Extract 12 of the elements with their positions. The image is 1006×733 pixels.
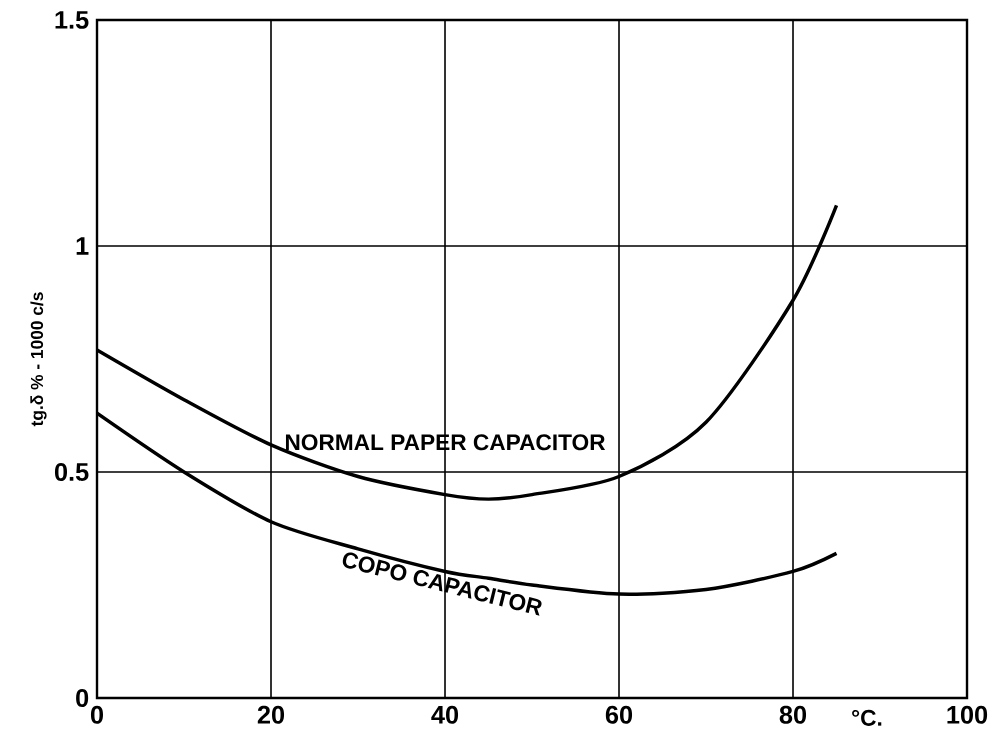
y-tick-label: 0 <box>76 689 89 707</box>
x-axis-title: °C. <box>852 709 882 726</box>
y-tick-label: 0.5 <box>54 463 89 481</box>
x-tick-label: 80 <box>779 705 807 724</box>
x-tick-label: 60 <box>605 705 633 724</box>
y-tick-label: 1.5 <box>55 11 89 29</box>
x-tick-label: 20 <box>257 705 285 724</box>
x-tick-label: 0 <box>90 705 104 724</box>
x-tick-label: 40 <box>431 705 459 724</box>
y-axis-title: tg.δ % - 1000 c/s <box>30 292 47 427</box>
x-tick-label: 100 <box>947 705 988 724</box>
y-tick-label: 1 <box>76 237 89 255</box>
